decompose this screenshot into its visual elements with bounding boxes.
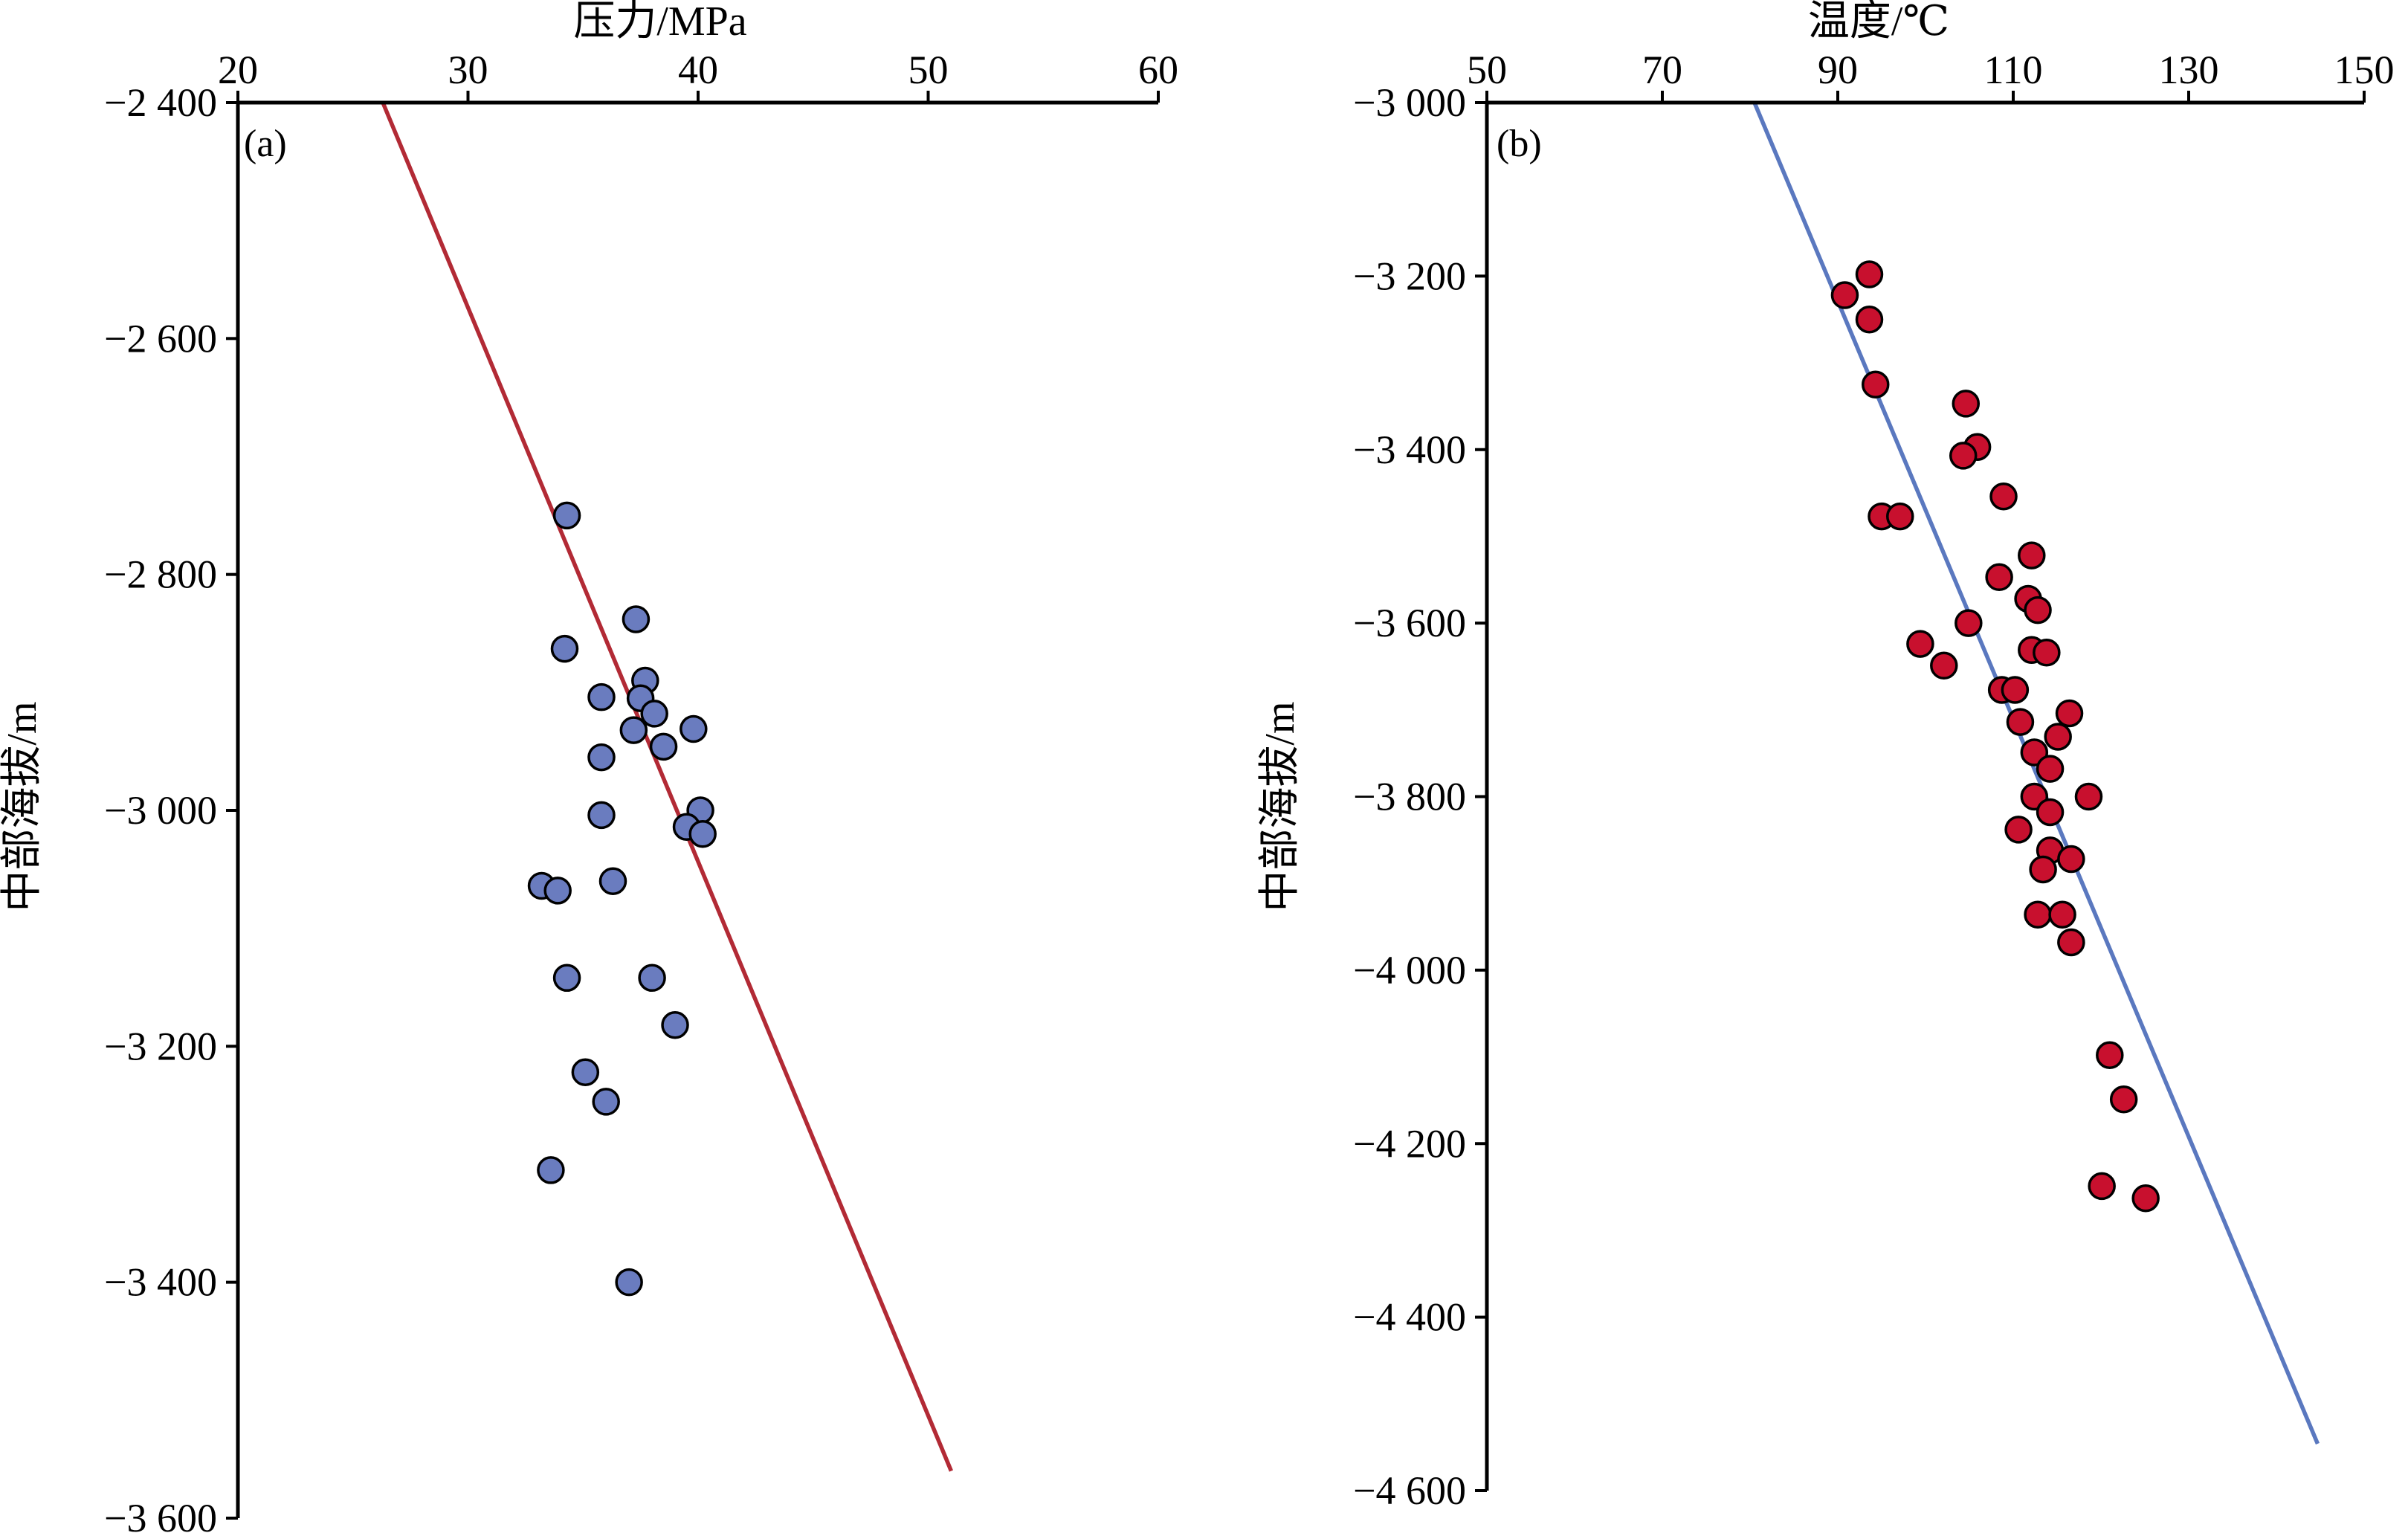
panel-b-data-point: [2088, 1172, 2116, 1201]
panel-b-axes: 50 70 90 110 130 150 −3 000 −3 200 −3 400 −3 600 −…: [1353, 48, 2394, 1513]
panel-b-data-point: [1830, 281, 1859, 309]
panel-a-data-point: [661, 1011, 689, 1039]
panel-a-data-point: [587, 682, 616, 711]
panel-a-data-point: [543, 877, 572, 905]
panel-b-y-tick-label: −4 400: [1353, 1295, 1466, 1340]
panel-a-trend-line: [381, 101, 953, 1472]
panel-a-y-tick-label: −2 400: [104, 80, 217, 125]
panel-a-y-tick-label: −2 800: [104, 552, 217, 597]
panel-b-data-point: [2033, 639, 2061, 667]
panel-b-data-point: [2004, 816, 2033, 844]
panel-a-y-tick-label: −3 400: [104, 1260, 217, 1305]
panel-b-data-point: [1906, 630, 1934, 658]
panel-b-data-point: [1861, 370, 1890, 398]
panel-b-x-tick-label: 70: [1642, 48, 1682, 92]
panel-a-x-tick-label: 60: [1138, 48, 1178, 92]
panel-a-data-point: [622, 605, 651, 633]
panel-a-data-point: [680, 714, 708, 743]
panel-b-data-point: [1855, 305, 1884, 334]
panel-b-label: (b): [1497, 123, 1542, 165]
panel-a-data-point: [598, 867, 627, 895]
panel-a-label: (a): [244, 123, 287, 165]
panel-a-y-tick-label: −3 000: [104, 788, 217, 833]
panel-b-y-tick-label: −3 200: [1353, 254, 1466, 298]
panel-b-data-point: [2001, 676, 2030, 704]
panel-b-data-point: [2044, 723, 2072, 751]
panel-a-y-tick-label: −3 200: [104, 1024, 217, 1068]
panel-b-data-point: [2036, 755, 2065, 783]
panel-a-x-tick-label: 30: [448, 48, 488, 92]
panel-b-data-point: [1985, 563, 2013, 592]
panel-b-data-point: [1886, 502, 1914, 531]
panel-a-data-point: [552, 501, 581, 530]
panel-b-data-point: [1855, 260, 1884, 288]
panel-a-y-axis-title: 中部海拔/m: [0, 701, 45, 911]
panel-b-y-tick-label: −4 000: [1353, 948, 1466, 993]
panel-b-data-point: [2006, 708, 2035, 736]
panel-b-y-axis-title: 中部海拔/m: [1257, 701, 1303, 911]
panel-b-temperature-chart: 50 70 90 110 130 150 −3 000 −3 200 −3 400 −3 600 −…: [1257, 0, 2395, 1513]
panel-a-data-point: [592, 1088, 620, 1116]
panel-b-x-tick-label: 110: [1984, 48, 2043, 92]
panel-b-x-tick-label: 50: [1467, 48, 1507, 92]
panel-b-data-point: [2131, 1184, 2160, 1213]
panel-b-data-point: [2029, 855, 2057, 884]
panel-a-data-point: [649, 732, 678, 761]
panel-a-data-point: [537, 1156, 565, 1184]
panel-b-trend-line: [1752, 101, 2320, 1445]
panel-a-data-point: [550, 634, 579, 663]
panel-b-data-point: [1930, 651, 1958, 680]
panel-a-marks: [381, 101, 953, 1472]
panel-a-data-point: [571, 1058, 600, 1086]
panel-b-data-point: [2057, 928, 2085, 957]
panel-b-data-point: [2096, 1041, 2124, 1069]
panel-b-data-point: [2036, 798, 2065, 827]
panel-b-data-point: [2018, 541, 2046, 569]
panel-b-data-point: [1955, 609, 1983, 637]
panel-a-x-tick-label: 20: [218, 48, 258, 92]
panel-a-data-point: [638, 964, 666, 993]
panel-a-data-point: [619, 716, 648, 744]
panel-b-x-tick-label: 150: [2334, 48, 2395, 92]
panel-a-data-point: [552, 964, 581, 993]
panel-a-data-point: [615, 1268, 643, 1297]
panel-b-y-tick-label: −3 600: [1353, 601, 1466, 645]
panel-a-axes: 20 30 40 50 60 −2 400 −2 600 −2 800 −3 000 −3 200…: [104, 48, 1178, 1533]
panel-b-data-point: [2024, 596, 2052, 625]
panel-b-x-axis-title: 温度/℃: [1808, 0, 1949, 45]
panel-a-data-point: [688, 819, 717, 848]
panel-b-y-tick-label: −4 200: [1353, 1121, 1466, 1166]
panel-a-y-tick-label: −3 600: [104, 1496, 217, 1533]
panel-b-data-point: [2109, 1085, 2138, 1114]
panel-a-x-tick-label: 50: [908, 48, 949, 92]
panel-a-data-point: [587, 801, 616, 830]
panel-b-data-point: [1952, 390, 1981, 418]
panel-b-data-point: [2024, 900, 2052, 929]
panel-b-marks: [1752, 101, 2320, 1445]
panel-b-data-point: [2074, 782, 2103, 811]
panel-a-x-tick-label: 40: [678, 48, 718, 92]
panel-a-x-axis-title: 压力/MPa: [573, 0, 746, 45]
panel-b-x-tick-label: 130: [2159, 48, 2219, 92]
panel-b-data-point: [1989, 483, 2018, 511]
panel-b-data-point: [1949, 442, 1978, 470]
panel-b-y-tick-label: −4 600: [1353, 1468, 1466, 1513]
panel-a-data-point: [640, 700, 668, 728]
panel-b-data-point: [2055, 699, 2084, 728]
panel-b-y-tick-label: −3 800: [1353, 775, 1466, 819]
panel-a-data-point: [587, 743, 616, 772]
panel-a-pressure-chart: 20 30 40 50 60 −2 400 −2 600 −2 800 −3 000 −3 200…: [0, 0, 1178, 1533]
panel-a-y-tick-label: −2 600: [104, 316, 217, 361]
panel-b-x-tick-label: 90: [1818, 48, 1858, 92]
panel-b-y-tick-label: −3 400: [1353, 427, 1466, 472]
panel-b-data-point: [2057, 845, 2085, 874]
panel-b-data-point: [2048, 900, 2076, 929]
panel-b-y-tick-label: −3 000: [1353, 80, 1466, 125]
